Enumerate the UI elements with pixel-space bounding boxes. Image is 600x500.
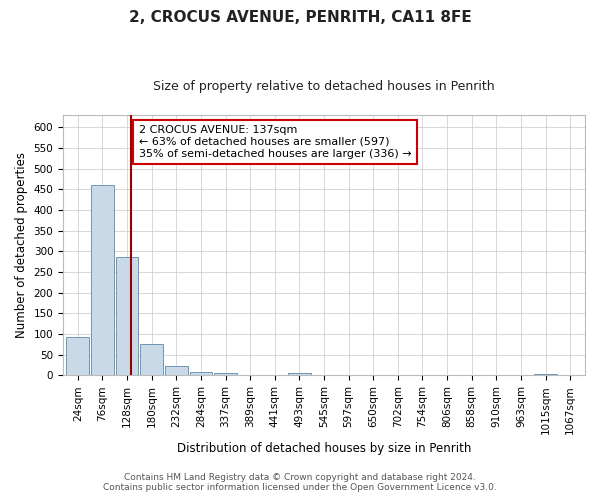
Bar bbox=[534, 374, 557, 376]
Y-axis label: Number of detached properties: Number of detached properties bbox=[15, 152, 28, 338]
Title: Size of property relative to detached houses in Penrith: Size of property relative to detached ho… bbox=[153, 80, 495, 93]
Text: 2, CROCUS AVENUE, PENRITH, CA11 8FE: 2, CROCUS AVENUE, PENRITH, CA11 8FE bbox=[128, 10, 472, 25]
Bar bbox=[140, 344, 163, 376]
Bar bbox=[116, 256, 139, 376]
Text: Contains HM Land Registry data © Crown copyright and database right 2024.
Contai: Contains HM Land Registry data © Crown c… bbox=[103, 473, 497, 492]
Bar bbox=[288, 374, 311, 376]
Bar bbox=[91, 185, 114, 376]
Bar bbox=[165, 366, 188, 376]
Bar bbox=[67, 337, 89, 376]
X-axis label: Distribution of detached houses by size in Penrith: Distribution of detached houses by size … bbox=[177, 442, 471, 455]
Text: 2 CROCUS AVENUE: 137sqm
← 63% of detached houses are smaller (597)
35% of semi-d: 2 CROCUS AVENUE: 137sqm ← 63% of detache… bbox=[139, 126, 412, 158]
Bar bbox=[190, 372, 212, 376]
Bar bbox=[214, 373, 237, 376]
